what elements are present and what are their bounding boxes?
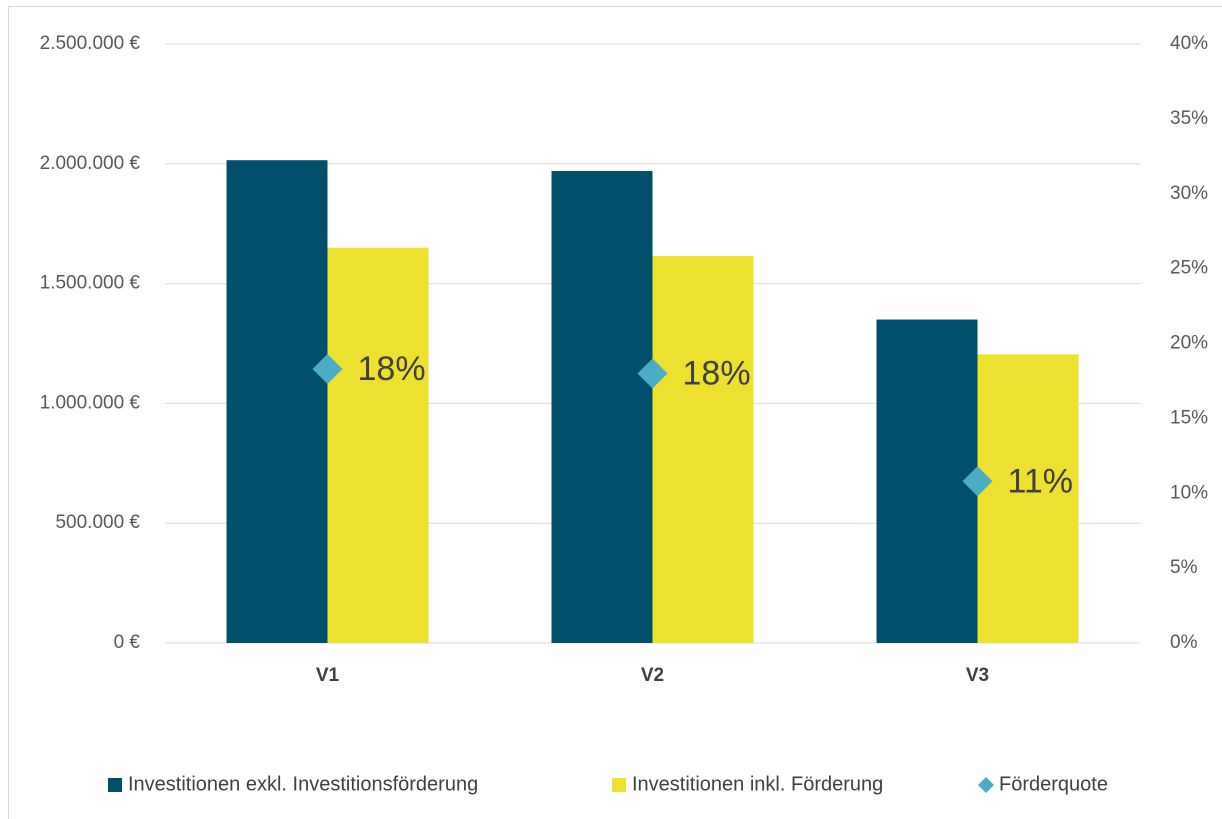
chart-border xyxy=(8,6,1222,819)
legend-marker xyxy=(978,777,994,793)
y-tick-label: 500.000 € xyxy=(55,512,140,533)
y2-tick-label: 10% xyxy=(1170,482,1208,503)
x-tick-label: V3 xyxy=(966,665,989,686)
legend-label: Förderquote xyxy=(999,773,1108,795)
legend-marker xyxy=(108,778,122,792)
x-tick-label: V1 xyxy=(316,665,340,686)
bar xyxy=(551,170,653,643)
y2-tick-label: 30% xyxy=(1170,183,1208,204)
y-tick-label: 1.500.000 € xyxy=(40,273,141,294)
y2-tick-label: 20% xyxy=(1170,333,1208,354)
data-label: 11% xyxy=(1008,462,1074,500)
y2-tick-label: 35% xyxy=(1170,108,1208,129)
y2-tick-label: 25% xyxy=(1170,258,1208,279)
y-tick-label: 1.000.000 € xyxy=(40,392,141,413)
data-label: 18% xyxy=(358,350,426,388)
bar xyxy=(876,319,978,643)
marker xyxy=(637,358,668,389)
x-tick-label: V2 xyxy=(641,665,664,686)
legend-label: Investitionen exkl. Investitionsförderun… xyxy=(128,773,478,795)
data-label: 18% xyxy=(683,354,751,392)
marker xyxy=(962,466,993,497)
legend-marker xyxy=(612,778,626,792)
y-tick-label: 2.000.000 € xyxy=(40,153,141,174)
bar xyxy=(977,354,1079,643)
y2-tick-label: 0% xyxy=(1170,632,1198,653)
y-tick-label: 0 € xyxy=(114,632,141,653)
marker xyxy=(312,353,343,384)
bar xyxy=(652,256,754,643)
legend-label: Investitionen inkl. Förderung xyxy=(632,773,883,795)
bar xyxy=(226,160,328,643)
y-tick-label: 2.500.000 € xyxy=(40,33,141,54)
y2-tick-label: 15% xyxy=(1170,407,1208,428)
y2-tick-label: 5% xyxy=(1170,557,1198,578)
bar xyxy=(327,247,429,643)
y2-tick-label: 40% xyxy=(1170,33,1208,54)
